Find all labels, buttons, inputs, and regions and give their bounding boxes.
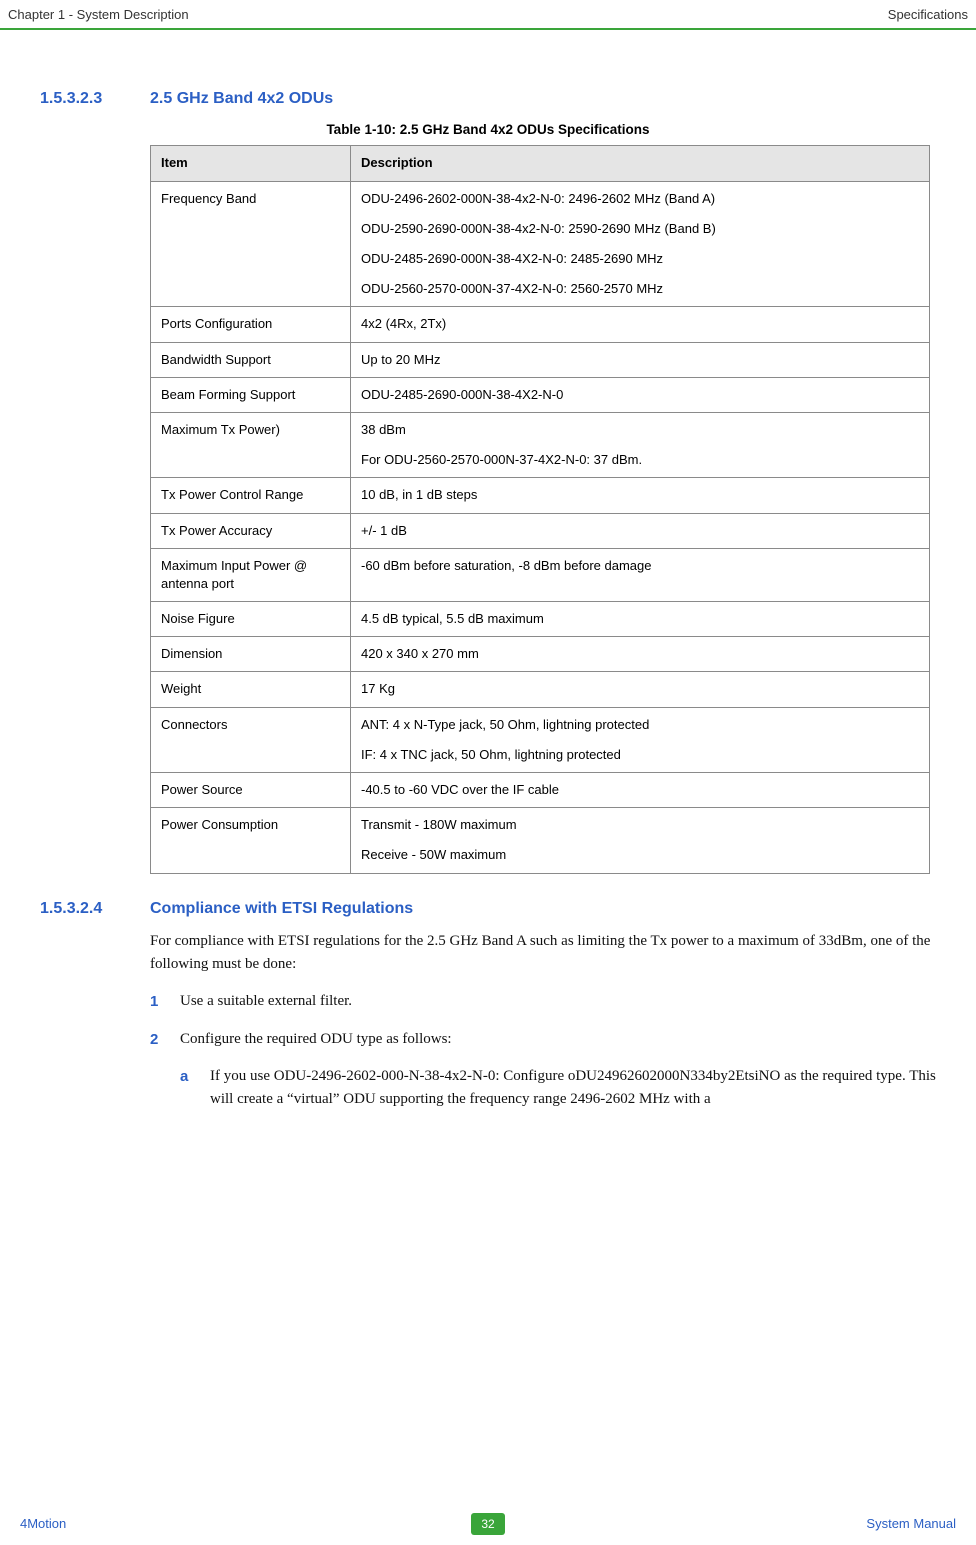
cell-item: Maximum Input Power @ antenna port [151,548,351,601]
cell-item: Connectors [151,707,351,772]
cell-item: Beam Forming Support [151,377,351,412]
cell-item: Power Source [151,773,351,808]
table-row: Bandwidth Support Up to 20 MHz [151,342,930,377]
cell-line: ODU-2496-2602-000N-38-4x2-N-0: 2496-2602… [361,190,919,208]
page-body: 1.5.3.2.3 2.5 GHz Band 4x2 ODUs Table 1-… [0,30,976,1111]
cell-desc: 420 x 340 x 270 mm [351,637,930,672]
cell-line: For ODU-2560-2570-000N-37-4X2-N-0: 37 dB… [361,451,919,469]
table-row: Maximum Input Power @ antenna port -60 d… [151,548,930,601]
page-number-badge: 32 [471,1513,505,1535]
cell-item: Ports Configuration [151,307,351,342]
cell-item: Power Consumption [151,808,351,873]
section-heading-2: 1.5.3.2.4 Compliance with ETSI Regulatio… [40,898,936,920]
page-header: Chapter 1 - System Description Specifica… [0,0,976,30]
section-heading-1: 1.5.3.2.3 2.5 GHz Band 4x2 ODUs [40,88,936,110]
page-footer: 4Motion 32 System Manual [0,1515,976,1533]
section-title: 2.5 GHz Band 4x2 ODUs [150,88,333,110]
cell-item: Frequency Band [151,181,351,307]
cell-line: ODU-2560-2570-000N-37-4X2-N-0: 2560-2570… [361,280,919,298]
cell-desc: -60 dBm before saturation, -8 dBm before… [351,548,930,601]
cell-line: 38 dBm [361,421,919,439]
table-row: Weight 17 Kg [151,672,930,707]
table-row: Dimension 420 x 340 x 270 mm [151,637,930,672]
section-number: 1.5.3.2.4 [40,898,150,920]
cell-item: Bandwidth Support [151,342,351,377]
cell-item: Tx Power Control Range [151,478,351,513]
cell-line: Receive - 50W maximum [361,846,919,864]
cell-line: ANT: 4 x N-Type jack, 50 Ohm, lightning … [361,716,919,734]
table-row: Power Source -40.5 to -60 VDC over the I… [151,773,930,808]
cell-item: Weight [151,672,351,707]
list-letter: a [180,1065,210,1112]
table-row: Connectors ANT: 4 x N-Type jack, 50 Ohm,… [151,707,930,772]
cell-line: ODU-2590-2690-000N-38-4x2-N-0: 2590-2690… [361,220,919,238]
paragraph: For compliance with ETSI regulations for… [150,930,936,977]
cell-desc: 17 Kg [351,672,930,707]
ordered-list: 1 Use a suitable external filter. 2 Conf… [150,990,936,1051]
header-left: Chapter 1 - System Description [8,6,189,24]
cell-desc: 38 dBm For ODU-2560-2570-000N-37-4X2-N-0… [351,412,930,477]
list-item: a If you use ODU-2496-2602-000-N-38-4x2-… [180,1065,936,1112]
list-text: Use a suitable external filter. [180,990,352,1013]
table-row: Tx Power Accuracy +/- 1 dB [151,513,930,548]
cell-desc: ANT: 4 x N-Type jack, 50 Ohm, lightning … [351,707,930,772]
table-row: Noise Figure 4.5 dB typical, 5.5 dB maxi… [151,602,930,637]
section-number: 1.5.3.2.3 [40,88,150,110]
cell-item: Noise Figure [151,602,351,637]
th-item: Item [151,146,351,181]
table-row: Tx Power Control Range 10 dB, in 1 dB st… [151,478,930,513]
footer-right: System Manual [866,1515,956,1533]
table-row: Power Consumption Transmit - 180W maximu… [151,808,930,873]
cell-line: Transmit - 180W maximum [361,816,919,834]
th-desc: Description [351,146,930,181]
list-item: 2 Configure the required ODU type as fol… [150,1028,936,1051]
list-number: 2 [150,1028,180,1051]
spec-table: Item Description Frequency Band ODU-2496… [150,145,930,873]
cell-item: Maximum Tx Power) [151,412,351,477]
cell-desc: +/- 1 dB [351,513,930,548]
header-right: Specifications [888,6,968,24]
list-number: 1 [150,990,180,1013]
cell-desc: ODU-2496-2602-000N-38-4x2-N-0: 2496-2602… [351,181,930,307]
list-item: 1 Use a suitable external filter. [150,990,936,1013]
cell-line: ODU-2485-2690-000N-38-4X2-N-0: 2485-2690… [361,250,919,268]
table-row: Beam Forming Support ODU-2485-2690-000N-… [151,377,930,412]
list-text: If you use ODU-2496-2602-000-N-38-4x2-N-… [210,1065,936,1112]
footer-center: 32 [471,1513,505,1535]
cell-item: Tx Power Accuracy [151,513,351,548]
table-row: Maximum Tx Power) 38 dBm For ODU-2560-25… [151,412,930,477]
ordered-sublist: a If you use ODU-2496-2602-000-N-38-4x2-… [180,1065,936,1112]
list-text: Configure the required ODU type as follo… [180,1028,452,1051]
cell-desc: Up to 20 MHz [351,342,930,377]
table-row: Ports Configuration 4x2 (4Rx, 2Tx) [151,307,930,342]
cell-desc: 10 dB, in 1 dB steps [351,478,930,513]
footer-left: 4Motion [20,1515,66,1533]
section-title: Compliance with ETSI Regulations [150,898,413,920]
cell-desc: -40.5 to -60 VDC over the IF cable [351,773,930,808]
cell-line: IF: 4 x TNC jack, 50 Ohm, lightning prot… [361,746,919,764]
table-row: Frequency Band ODU-2496-2602-000N-38-4x2… [151,181,930,307]
cell-desc: 4x2 (4Rx, 2Tx) [351,307,930,342]
table-caption: Table 1-10: 2.5 GHz Band 4x2 ODUs Specif… [40,121,936,140]
table-header-row: Item Description [151,146,930,181]
cell-desc: 4.5 dB typical, 5.5 dB maximum [351,602,930,637]
cell-item: Dimension [151,637,351,672]
cell-desc: ODU-2485-2690-000N-38-4X2-N-0 [351,377,930,412]
cell-desc: Transmit - 180W maximum Receive - 50W ma… [351,808,930,873]
